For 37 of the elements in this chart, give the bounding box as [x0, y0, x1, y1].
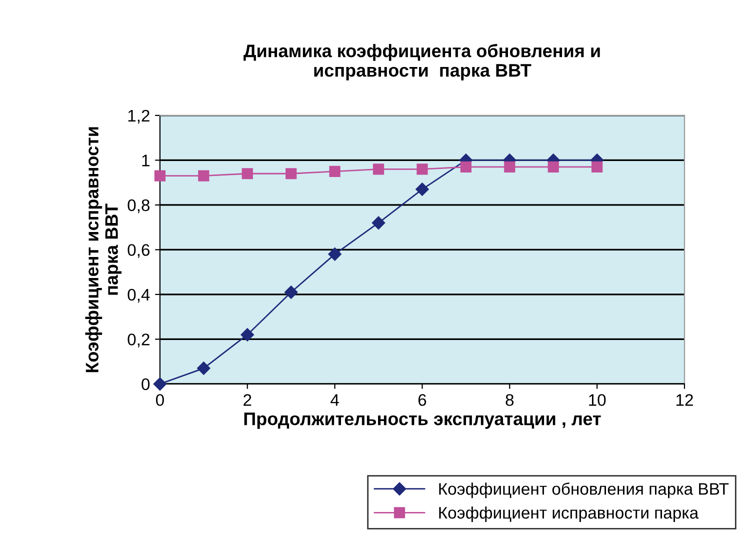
y-axis-title: Коэффициент исправности парка ВВТ	[85, 127, 122, 372]
x-axis-title: Продолжительность эксплуатации , лет	[244, 412, 601, 429]
y-tick-label: 0,2	[128, 334, 150, 348]
point	[284, 286, 298, 299]
point	[372, 164, 384, 175]
point	[242, 168, 253, 180]
chart-title: Динамика коэффициента обновления и исправности парка ВВТ	[244, 44, 600, 80]
point	[153, 377, 167, 391]
x-tick-label: 12	[676, 394, 693, 406]
point	[240, 328, 254, 342]
y-tick-label: 1,2	[128, 110, 150, 124]
point	[197, 362, 210, 375]
x-tick-label: 4	[330, 394, 339, 406]
point	[548, 161, 559, 172]
y-tick-label: 0	[142, 378, 150, 390]
point	[198, 170, 210, 182]
point	[154, 170, 166, 182]
x-tick-label: 10	[589, 394, 606, 406]
point	[416, 182, 429, 196]
point	[372, 216, 386, 230]
x-tick-label: 0	[156, 394, 164, 406]
y-tick-label: 0,6	[128, 244, 150, 258]
point	[460, 161, 472, 172]
point	[416, 164, 428, 175]
y-tick-label: 0,8	[128, 199, 150, 214]
point	[504, 161, 516, 172]
y-tick-label: 1	[142, 154, 150, 166]
legend-label: Коэффициент исправности парка	[439, 506, 699, 522]
point	[286, 168, 297, 180]
x-tick-label: 2	[244, 394, 252, 406]
x-tick-label: 8	[506, 394, 514, 406]
point	[328, 248, 342, 261]
legend-label: Коэффициент обновления парка ВВТ	[439, 482, 729, 498]
point	[329, 166, 340, 177]
x-tick-label: 6	[418, 394, 426, 406]
point	[592, 161, 603, 172]
y-tick-label: 0,4	[128, 288, 150, 303]
